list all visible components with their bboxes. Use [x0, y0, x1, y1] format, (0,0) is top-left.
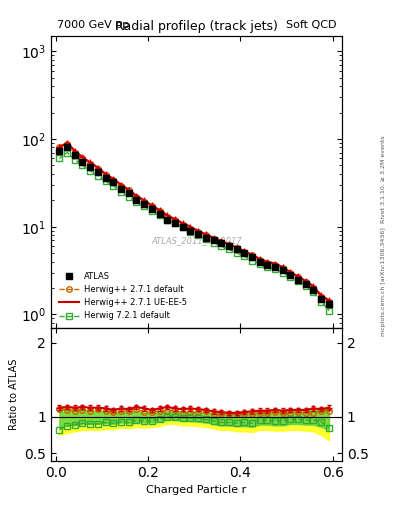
Y-axis label: Ratio to ATLAS: Ratio to ATLAS [9, 359, 19, 430]
Legend: ATLAS, Herwig++ 2.7.1 default, Herwig++ 2.7.1 UE-EE-5, Herwig 7.2.1 default: ATLAS, Herwig++ 2.7.1 default, Herwig++ … [55, 269, 190, 324]
X-axis label: Charged Particle r: Charged Particle r [146, 485, 247, 495]
Text: ATLAS_2011_I919017: ATLAS_2011_I919017 [151, 236, 242, 245]
Text: mcplots.cern.ch [arXiv:1306.3436]: mcplots.cern.ch [arXiv:1306.3436] [381, 227, 386, 336]
Text: 7000 GeV pp: 7000 GeV pp [57, 20, 129, 30]
Title: Radial profileρ (track jets): Radial profileρ (track jets) [115, 20, 278, 33]
Text: Rivet 3.1.10, ≥ 3.2M events: Rivet 3.1.10, ≥ 3.2M events [381, 135, 386, 223]
Text: Soft QCD: Soft QCD [286, 20, 336, 30]
